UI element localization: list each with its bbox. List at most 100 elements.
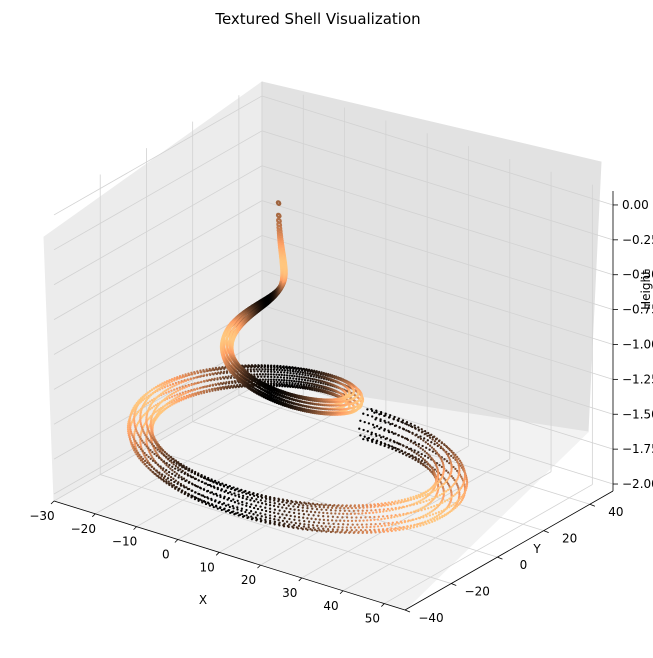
shell-point <box>374 522 377 526</box>
shell-point <box>379 410 383 414</box>
shell-point <box>297 503 301 506</box>
shell-point <box>268 510 272 514</box>
shell-point <box>286 400 289 404</box>
shell-point <box>375 416 378 420</box>
shell-point <box>219 382 223 385</box>
shell-point <box>333 408 336 411</box>
shell-point <box>463 471 466 474</box>
shell-point <box>273 523 276 526</box>
shell-point <box>288 381 291 385</box>
shell-point <box>412 503 415 506</box>
shell-point <box>275 365 279 368</box>
shell-point <box>359 434 362 437</box>
shell-point <box>309 379 312 383</box>
shell-point <box>348 531 351 534</box>
shell-point <box>394 526 397 530</box>
shell-point <box>422 439 425 442</box>
shell-point <box>441 501 444 504</box>
shell-point <box>224 351 228 354</box>
shell-point <box>335 411 338 415</box>
shell-point <box>377 504 381 507</box>
shell-point <box>433 516 437 519</box>
shell-point <box>314 383 318 386</box>
shell-point <box>301 373 304 376</box>
shell-point <box>421 506 424 509</box>
shell-point <box>457 457 460 460</box>
shell-point <box>344 505 348 508</box>
shell-point <box>290 398 293 401</box>
shell-point <box>291 382 294 385</box>
shell-point <box>308 369 311 372</box>
shell-point <box>260 370 263 373</box>
shell-point <box>376 525 380 528</box>
shell-point <box>303 519 306 523</box>
shell-point <box>332 404 335 407</box>
shell-point <box>389 423 392 426</box>
shell-point <box>264 378 267 381</box>
shell-point <box>285 383 289 386</box>
shell-point <box>306 381 309 385</box>
shell-point <box>400 449 404 453</box>
shell-point <box>433 442 436 446</box>
shell-point <box>317 412 320 415</box>
shell-point <box>377 528 380 531</box>
shell-point <box>283 517 286 520</box>
shell-point <box>420 428 423 431</box>
shell-point <box>398 450 401 454</box>
shell-point <box>334 509 337 512</box>
shell-point <box>365 523 368 526</box>
shell-point <box>357 505 360 508</box>
shell-point <box>400 498 403 502</box>
shell-point <box>423 454 427 458</box>
x-tick-mark <box>92 513 96 518</box>
shell-point <box>443 491 446 494</box>
shell-point <box>420 431 424 434</box>
shell-point <box>465 478 468 481</box>
shell-point <box>301 409 304 412</box>
shell-point <box>339 531 342 534</box>
shell-point <box>323 408 327 411</box>
shell-point <box>303 396 306 399</box>
shell-point <box>263 380 266 383</box>
shell-point <box>304 381 307 384</box>
shell-point <box>419 437 423 440</box>
shell-point <box>457 498 461 502</box>
shell-point <box>389 438 392 441</box>
shell-point <box>319 400 322 403</box>
shell-point <box>364 528 367 532</box>
shell-point <box>428 455 432 458</box>
shell-point <box>277 512 280 515</box>
shell-point <box>457 503 460 507</box>
shell-point <box>294 370 297 373</box>
shell-point <box>421 462 425 466</box>
shell-point <box>448 497 451 500</box>
shell-point <box>253 370 256 373</box>
shell-point <box>293 515 297 518</box>
shell-point <box>272 365 276 368</box>
shell-point <box>382 508 386 511</box>
shell-point <box>406 438 410 442</box>
shell-point <box>330 506 334 509</box>
shell-point <box>199 370 202 374</box>
shell-point <box>379 443 382 446</box>
shell-point <box>208 378 211 382</box>
shell-point <box>324 400 327 404</box>
shell-point <box>348 509 351 513</box>
shell-point <box>272 398 275 402</box>
shell-point <box>200 390 203 394</box>
shell-point <box>209 384 212 387</box>
shell-point <box>220 367 223 370</box>
shell-point <box>427 456 430 459</box>
shell-point <box>456 500 459 503</box>
shell-point <box>310 384 313 387</box>
shell-point <box>298 373 301 376</box>
shell-point <box>437 471 440 474</box>
shell-point <box>252 368 255 371</box>
shell-point <box>280 395 283 398</box>
shell-point <box>405 420 409 424</box>
shell-point <box>386 516 390 520</box>
shell-point <box>390 529 393 533</box>
shell-point <box>331 400 334 404</box>
shell-point <box>457 486 460 489</box>
shell-point <box>304 502 308 505</box>
